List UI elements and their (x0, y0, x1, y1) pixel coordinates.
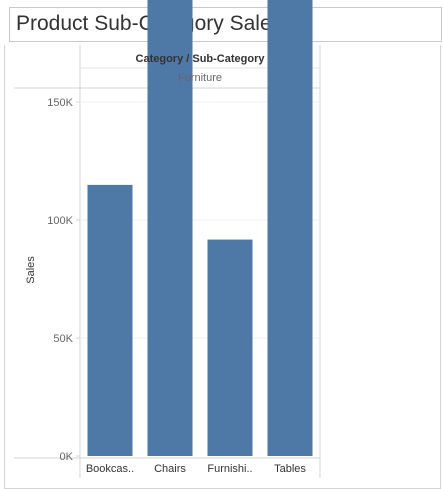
header-title: Category / Sub-Category (136, 53, 266, 65)
bar (267, 0, 313, 456)
bar (87, 184, 133, 457)
bar (147, 0, 193, 456)
y-axis-title: Sales (25, 256, 37, 284)
y-tick-label: 50K (53, 333, 73, 345)
x-tick-label: Tables (274, 463, 306, 475)
header-category: Furniture (178, 72, 222, 84)
bars (87, 0, 313, 457)
x-tick-label: Furnishi.. (207, 463, 252, 475)
x-axis: Bookcas.. Chairs Furnishi.. Tables (86, 463, 307, 475)
x-tick-label: Bookcas.. (86, 463, 134, 475)
y-tick-label: 100K (47, 215, 73, 227)
y-axis: 0K50K100K150K200K250K300K (47, 97, 80, 463)
y-tick-label: 0K (60, 451, 74, 463)
bar (207, 239, 253, 456)
y-tick-label: 150K (47, 97, 73, 109)
x-tick-label: Chairs (154, 463, 186, 475)
